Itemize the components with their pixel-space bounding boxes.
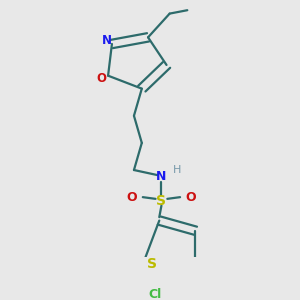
Text: O: O [186, 191, 196, 204]
Text: O: O [127, 191, 137, 204]
Text: N: N [156, 170, 167, 183]
Text: H: H [173, 165, 181, 175]
Text: O: O [96, 72, 106, 85]
Text: S: S [147, 256, 157, 271]
Text: Cl: Cl [149, 288, 162, 300]
Text: S: S [156, 194, 167, 208]
Text: N: N [102, 34, 112, 47]
